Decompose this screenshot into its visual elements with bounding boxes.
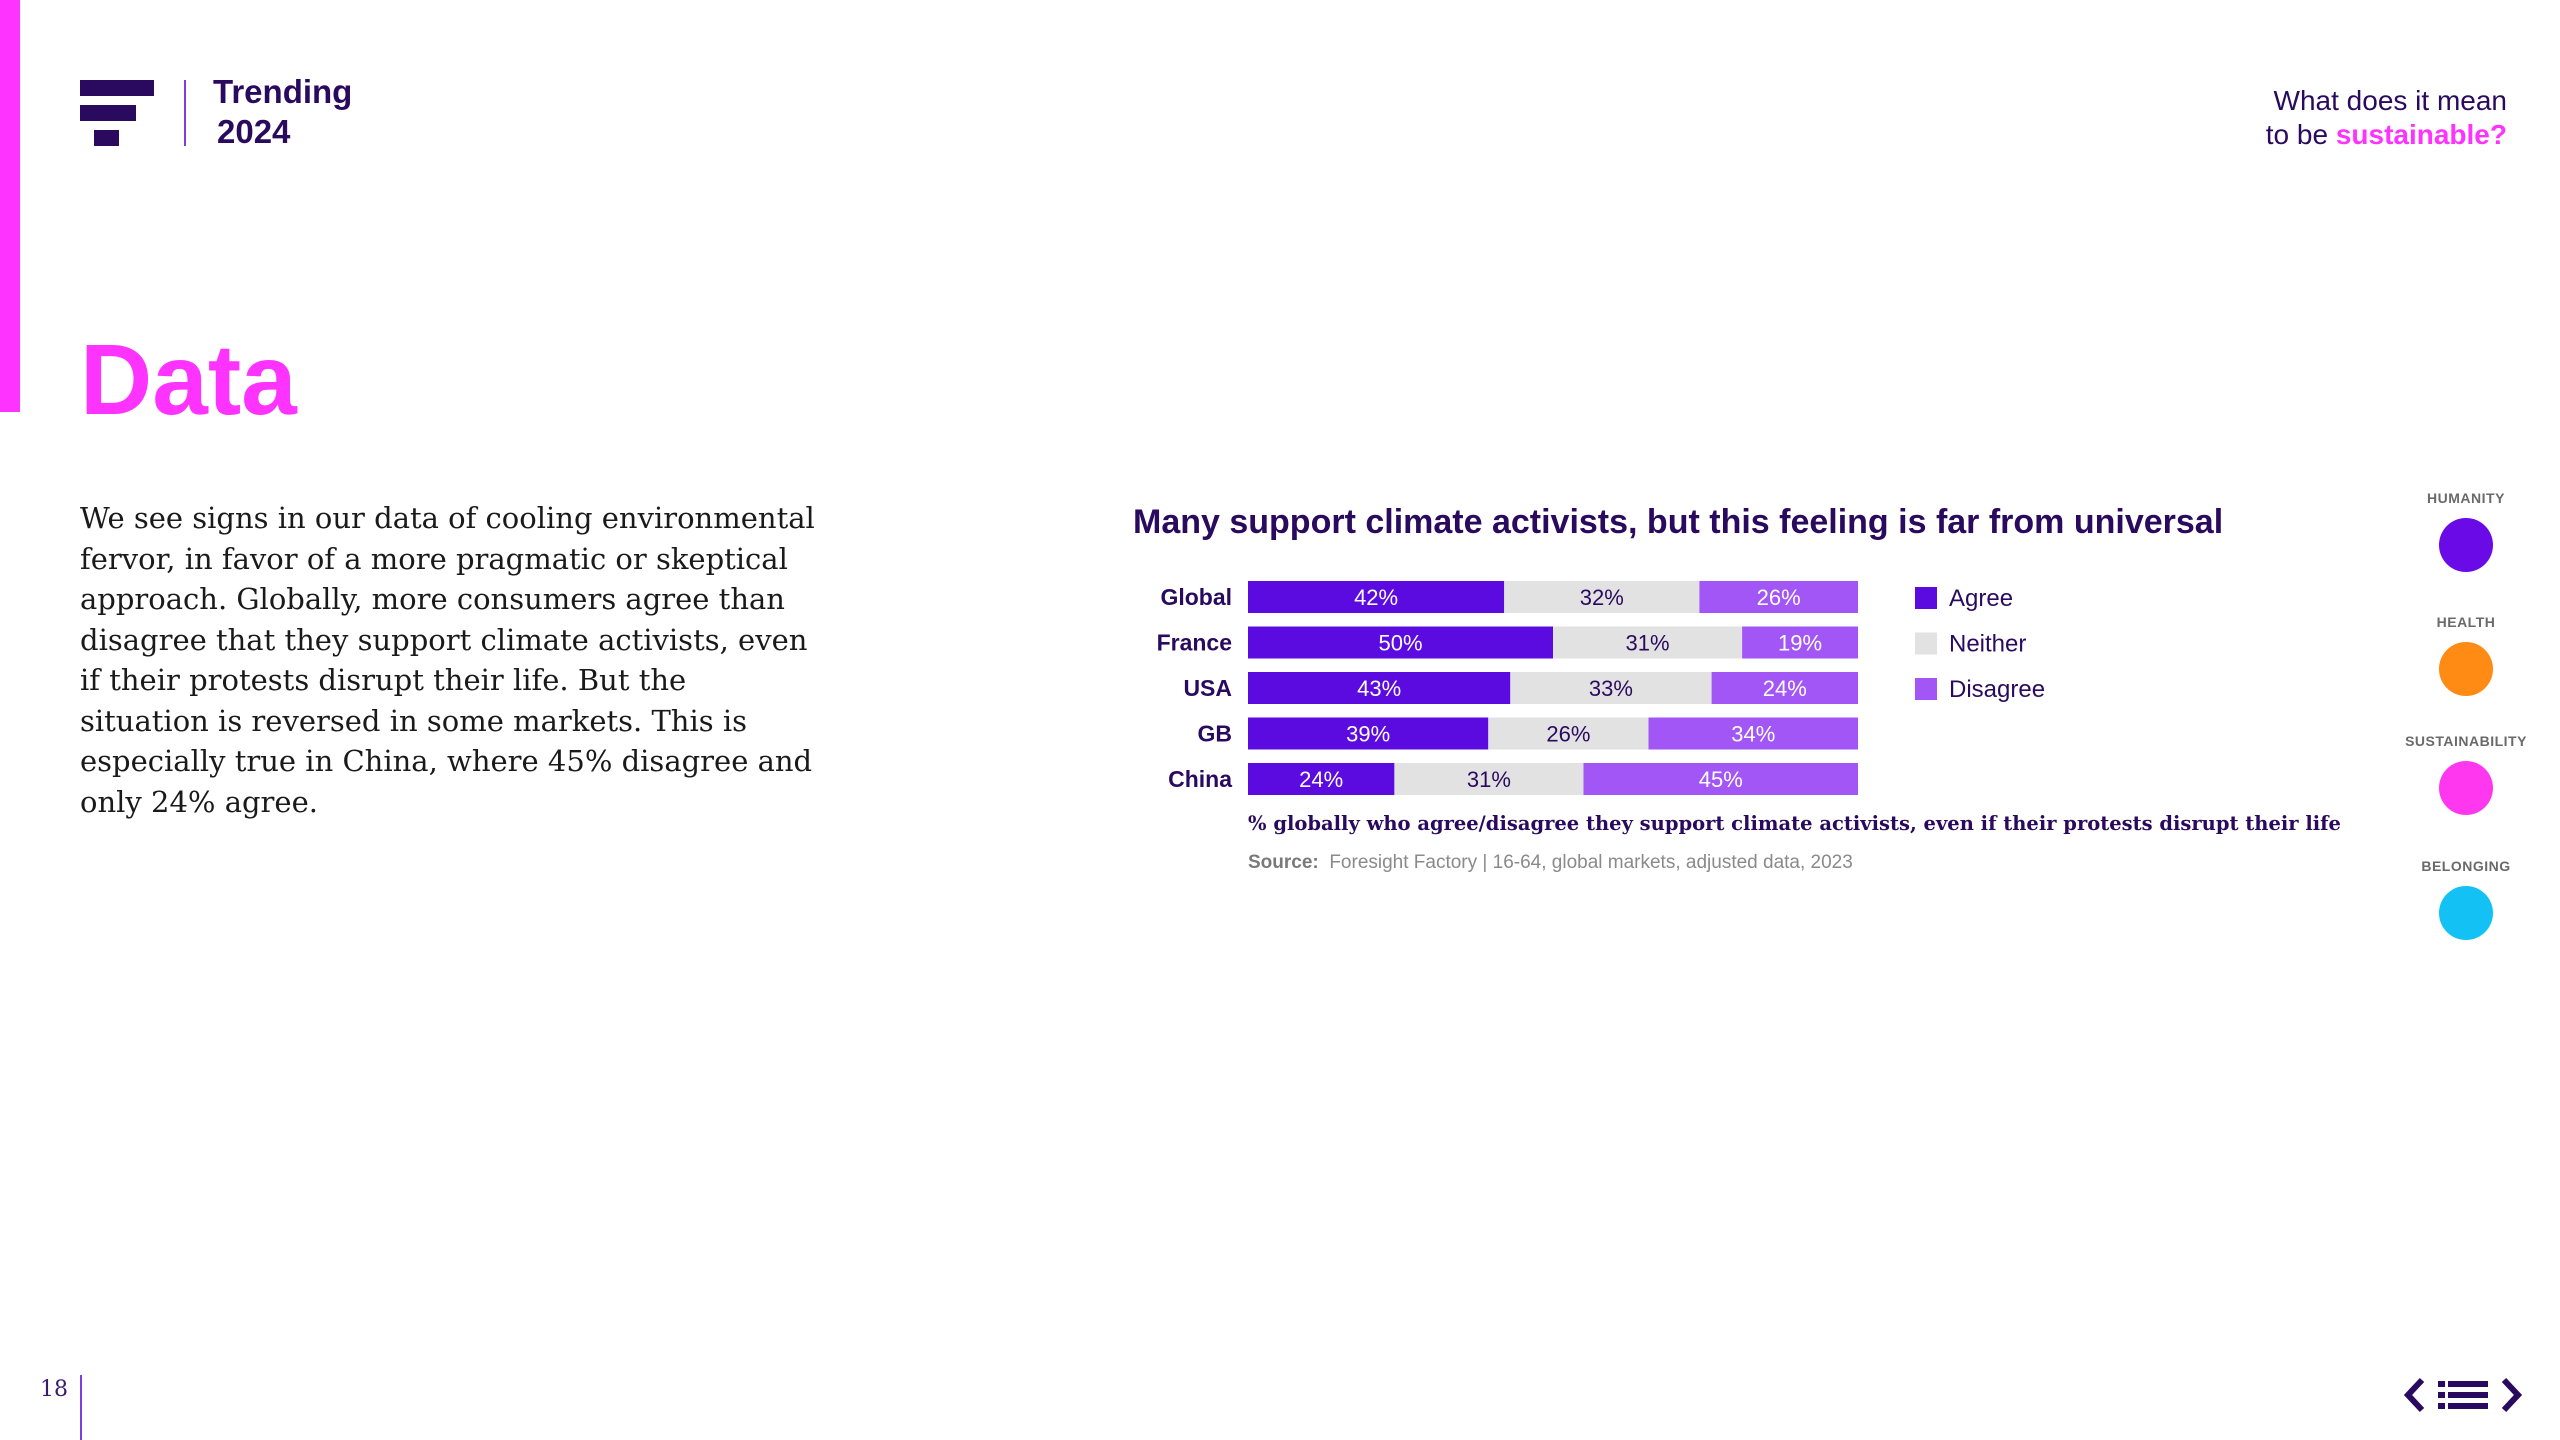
bar-agree-usa <box>1248 672 1511 704</box>
side-nav-item-health[interactable]: HEALTH <box>2380 614 2552 696</box>
section-title: Data <box>80 324 297 436</box>
chart-title: Many support climate activists, but this… <box>1133 503 2224 541</box>
legend-label-neither: Neither <box>1949 631 2026 658</box>
body-paragraph: We see signs in our data of cooling envi… <box>80 501 815 819</box>
legend-swatch-neither <box>1915 632 1937 655</box>
footer-divider <box>80 1375 82 1440</box>
bar-disagree-china <box>1583 763 1858 795</box>
question-line-1: What does it mean <box>2273 85 2507 116</box>
brand-logo-icon <box>80 80 155 146</box>
question-line-2: to be sustainable? <box>2266 118 2507 152</box>
side-nav-item-humanity[interactable]: HUMANITY <box>2380 490 2552 572</box>
chart-source-label: Source: <box>1248 852 1319 873</box>
bar-neither-china <box>1394 763 1584 795</box>
side-nav-item-sustainability[interactable]: SUSTAINABILITY <box>2380 733 2552 815</box>
chevron-right-icon[interactable] <box>2496 1372 2530 1418</box>
data-label-disagree-france: 19% <box>1778 631 1822 656</box>
menu-list-icon[interactable] <box>2438 1381 2488 1409</box>
data-label-neither-france: 31% <box>1626 631 1670 656</box>
bar-disagree-gb <box>1648 717 1858 750</box>
data-label-agree-gb: 39% <box>1346 722 1390 747</box>
slide-nav-controls <box>2400 1372 2530 1418</box>
bar-neither-france <box>1553 626 1743 659</box>
bar-disagree-france <box>1742 626 1858 659</box>
bar-agree-gb <box>1248 717 1489 750</box>
chart-source: Source: Foresight Factory | 16-64, globa… <box>1248 852 1853 874</box>
side-nav-dot-icon[interactable] <box>2439 886 2493 940</box>
data-label-disagree-china: 45% <box>1699 767 1743 792</box>
side-accent-bar <box>0 0 20 412</box>
side-nav-dot-icon[interactable] <box>2439 642 2493 696</box>
data-label-agree-global: 42% <box>1354 585 1398 610</box>
legend-label-agree: Agree <box>1949 585 2013 612</box>
category-label-gb: GB <box>1198 721 1233 747</box>
data-label-neither-usa: 33% <box>1589 676 1633 701</box>
category-label-china: China <box>1168 766 1232 792</box>
brand-label: Trending 2024 <box>213 72 352 152</box>
bar-neither-usa <box>1510 672 1712 704</box>
data-label-agree-china: 24% <box>1299 767 1343 792</box>
chart-source-text: Foresight Factory | 16-64, global market… <box>1329 852 1853 873</box>
data-label-neither-global: 32% <box>1580 585 1624 610</box>
bar-neither-gb <box>1488 717 1649 750</box>
side-nav-label: HUMANITY <box>2427 490 2505 506</box>
bar-disagree-usa <box>1711 672 1858 704</box>
page-number: 18 <box>40 1377 68 1402</box>
legend-swatch-disagree <box>1915 678 1937 700</box>
header-divider <box>184 80 186 146</box>
data-label-neither-gb: 26% <box>1546 722 1590 747</box>
chart-note: % globally who agree/disagree they suppo… <box>1248 812 2341 835</box>
legend-label-disagree: Disagree <box>1949 676 2045 703</box>
data-label-neither-china: 31% <box>1467 767 1511 792</box>
bar-neither-global <box>1504 581 1700 613</box>
question-line-2-prefix: to be <box>2265 119 2336 150</box>
question-highlight: sustainable? <box>2335 119 2507 150</box>
data-label-disagree-gb: 34% <box>1731 722 1775 747</box>
bar-agree-global <box>1248 581 1505 613</box>
header-question: What does it mean to be sustainable? <box>2266 84 2507 152</box>
side-nav-label: BELONGING <box>2421 858 2511 874</box>
category-label-france: France <box>1157 630 1232 656</box>
data-label-disagree-global: 26% <box>1757 585 1801 610</box>
side-nav-item-belonging[interactable]: BELONGING <box>2380 858 2552 940</box>
data-label-agree-france: 50% <box>1378 631 1422 656</box>
stacked-bar-chart: Global 42% 32% 26% France 50% 31% 19% USA 43% 33% 2… <box>1157 581 2045 795</box>
brand-line-1: Trending <box>213 73 353 110</box>
side-nav-label: HEALTH <box>2436 614 2496 630</box>
bar-agree-france <box>1248 626 1553 659</box>
bar-agree-china <box>1248 763 1395 795</box>
side-nav-label: SUSTAINABILITY <box>2405 733 2527 749</box>
data-label-disagree-usa: 24% <box>1763 676 1807 701</box>
side-nav-dot-icon[interactable] <box>2439 761 2493 815</box>
bar-disagree-global <box>1699 581 1858 613</box>
side-nav-dot-icon[interactable] <box>2439 518 2493 572</box>
legend-swatch-agree <box>1915 587 1937 609</box>
data-label-agree-usa: 43% <box>1357 676 1401 701</box>
chevron-left-icon[interactable] <box>2400 1372 2430 1418</box>
category-label-global: Global <box>1160 584 1232 610</box>
category-label-usa: USA <box>1183 675 1232 701</box>
brand-line-2: 2024 <box>217 113 291 150</box>
